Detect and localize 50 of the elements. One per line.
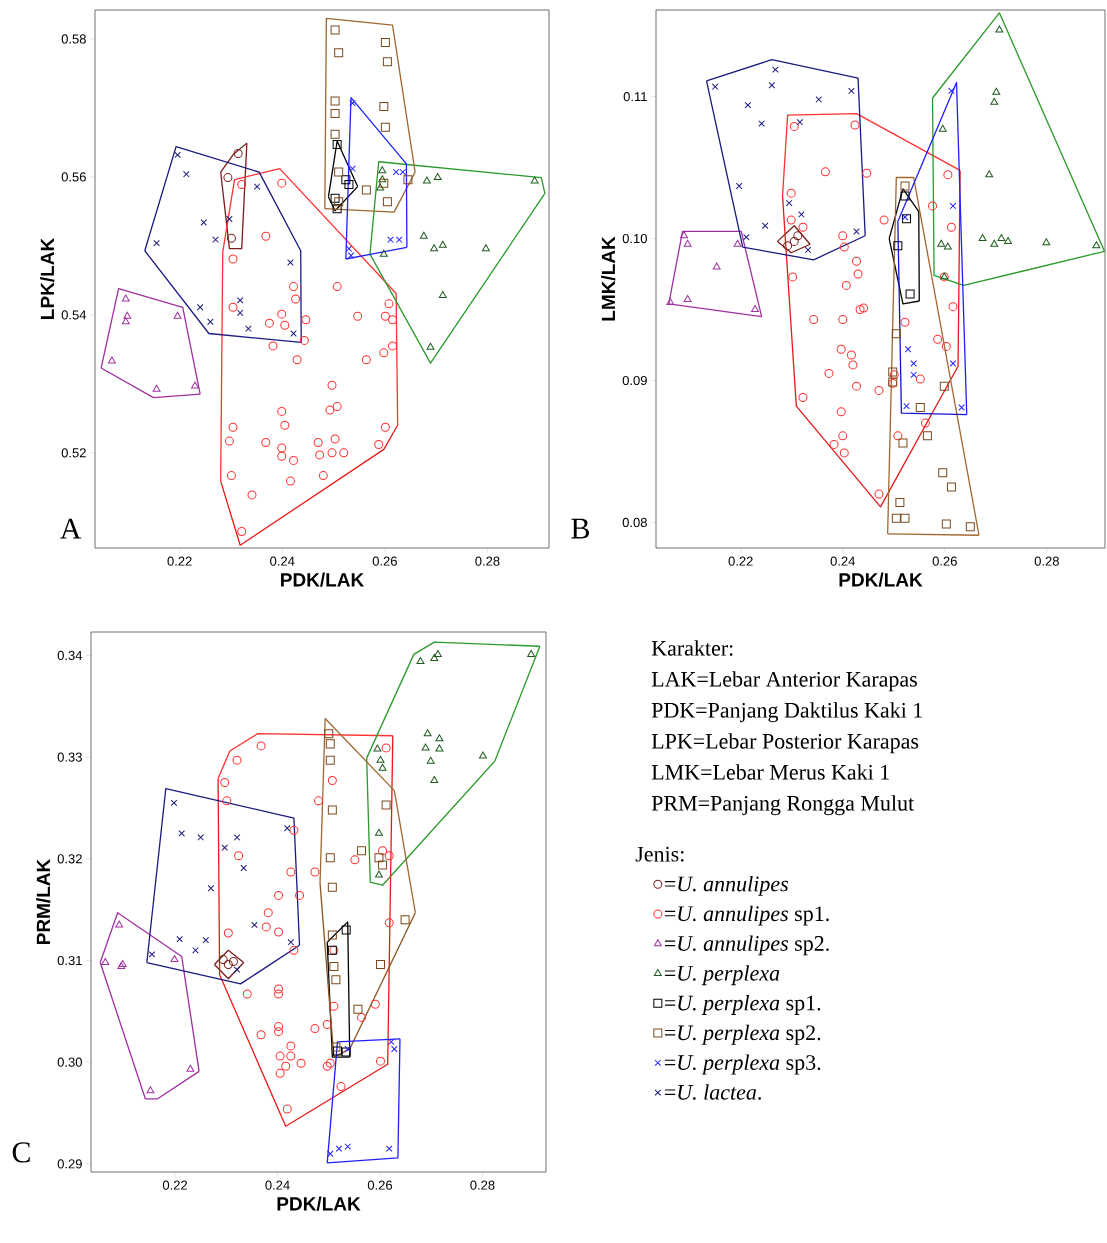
x-axis-title: PDK/LAK [277,1196,361,1211]
legend-label: =U. annulipes sp2. [664,935,829,956]
y-tick-label: 0.30 [57,1057,82,1067]
y-tick-label: 0.32 [57,854,82,864]
y-tick-label: 0.10 [622,233,647,244]
y-tick-label: 0.31 [57,955,82,966]
x-axis-title: PDK/LAK [839,572,923,587]
text: PRM=Panjang Rongga Mulut [651,795,915,816]
y-tick-label: 0.58 [61,34,86,44]
legend-label: =U. perplexa sp3. [664,1054,821,1075]
x-tick-label: 0.22 [162,1180,188,1190]
x-tick-label: 0.24 [270,556,295,566]
text: PDK=Panjang Daktilus Kaki 1 [651,702,922,723]
text: A [60,518,82,539]
text: Karakter: [651,640,733,656]
text: LPK=Lebar Posterior Karapas [651,733,919,754]
y-tick-label: 0.09 [622,375,647,386]
legend-label: =U. annulipes [664,875,789,896]
y-tick-label: 0.34 [57,650,83,660]
y-axis-title: PRM/LAK [36,858,51,945]
y-tick-label: 0.54 [61,310,87,320]
y-tick-label: 0.29 [57,1159,82,1169]
y-tick-label: 0.11 [623,91,647,102]
text: C [12,1142,30,1163]
x-tick-label: 0.28 [475,556,500,566]
x-tick-label: 0.26 [367,1180,393,1190]
text: LMK=Lebar Merus Kaki 1 [651,764,889,780]
y-axis-title: LPK/LAK [40,238,55,319]
legend-label: =U. perplexa sp2. [664,1024,821,1045]
x-tick-label: 0.26 [932,556,957,566]
x-tick-label: 0.22 [728,556,753,566]
legend-title: Jenis: [635,846,684,862]
legend-label: =U. perplexa [664,965,780,986]
x-tick-label: 0.26 [372,556,397,566]
legend-label: =U. annulipes sp1. [664,905,829,926]
x-tick-label: 0.22 [167,556,192,566]
x-tick-label: 0.24 [265,1180,290,1190]
text: LAK=Lebar Anterior Karapas [651,671,917,692]
x-axis-title: PDK/LAK [281,572,365,587]
text: B [571,518,590,539]
x-tick-label: 0.28 [470,1180,495,1190]
x-tick-label: 0.24 [830,556,856,566]
legend-label: =U. lactea. [664,1084,761,1100]
y-axis-title: LMK/LAK [601,236,616,321]
y-tick-label: 0.56 [61,172,86,182]
y-tick-label: 0.08 [622,517,647,528]
x-tick-label: 0.28 [1034,556,1059,566]
legend-label: =U. perplexa sp1. [664,994,821,1015]
y-tick-label: 0.52 [61,448,86,458]
y-tick-label: 0.33 [57,752,82,762]
